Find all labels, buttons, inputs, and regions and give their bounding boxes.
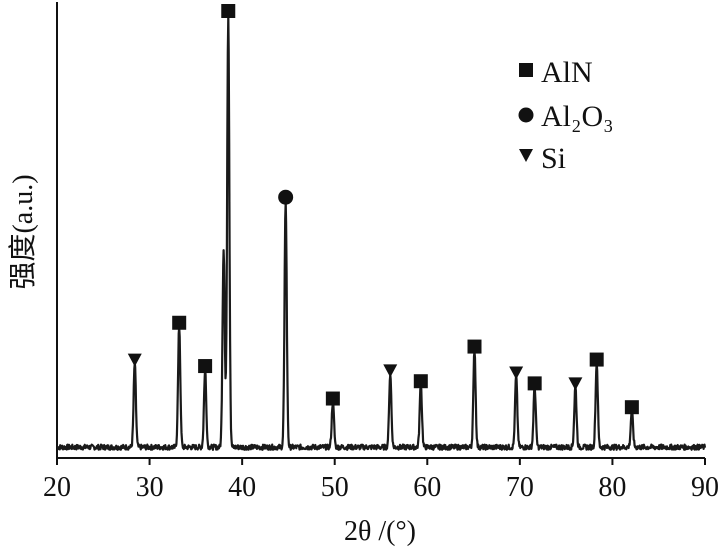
pattern-line (56, 14, 707, 451)
x-tick-label-50: 50 (321, 472, 349, 503)
peak-markers (127, 4, 639, 415)
x-tick-label-70: 70 (506, 472, 534, 503)
legend-square-icon (519, 63, 533, 77)
legend-triangle-icon (519, 149, 533, 162)
peak-marker-si-28.4 (127, 353, 142, 367)
x-tick-label-60: 60 (413, 472, 441, 503)
y-axis-title: 强度(a.u.) (7, 174, 39, 289)
x-axis-title: 2θ /(°) (344, 516, 416, 547)
legend-circle-icon (518, 107, 534, 123)
peak-marker-si-69.6 (509, 366, 524, 380)
x-tick-label-40: 40 (228, 472, 256, 503)
pattern-trace (56, 14, 707, 451)
peak-marker-aln-65.1 (467, 339, 482, 354)
peak-marker-si-56 (383, 364, 398, 378)
peak-marker-aln-71.6 (527, 376, 542, 391)
x-tick-label-20: 20 (43, 472, 71, 503)
x-tick-label-90: 90 (691, 472, 719, 503)
x-tick-label-80: 80 (598, 472, 626, 503)
peak-marker-aln-36 (198, 359, 213, 374)
x-tick-label-30: 30 (136, 472, 164, 503)
peak-marker-aln-59.3 (413, 374, 428, 389)
peak-marker-aln-49.8 (325, 391, 340, 406)
peak-marker-aln-33.2 (172, 315, 187, 330)
peak-marker-si-76 (568, 377, 583, 391)
legend: AlN Al₂O₃ Si (518, 56, 614, 175)
peak-marker-aln-82.1 (624, 400, 639, 415)
peak-marker-al2o3-44.7 (278, 189, 294, 205)
legend-label-al2o3: Al₂O₃ (541, 100, 614, 133)
legend-label-aln: AlN (541, 56, 593, 89)
legend-label-si: Si (541, 142, 566, 175)
peak-marker-aln-38.5 (221, 4, 236, 18)
peak-marker-aln-78.3 (589, 352, 604, 367)
x-ticks: 20 30 40 50 60 70 80 90 (43, 458, 719, 503)
